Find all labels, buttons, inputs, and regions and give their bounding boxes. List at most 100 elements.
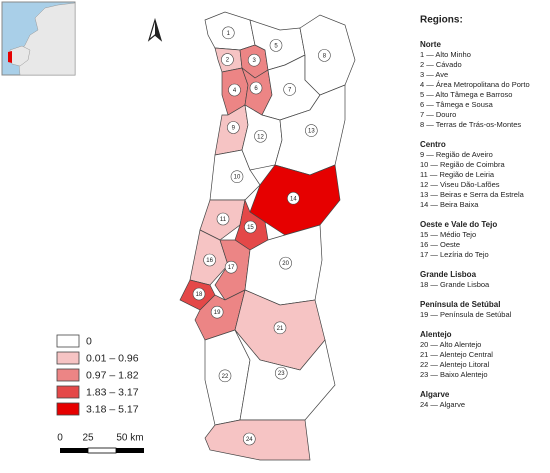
legend-label: 0 [86, 335, 92, 347]
region-item: 14 — Beira Baixa [420, 200, 479, 209]
region-item: 3 — Ave [420, 70, 448, 79]
region-item: 21 — Alentejo Central [420, 350, 493, 359]
region-marker [242, 432, 256, 446]
region-item: 16 — Oeste [420, 240, 460, 249]
region-item: 1 — Alto Minho [420, 50, 471, 59]
region-marker [227, 121, 240, 134]
region-item: 19 — Península de Setúbal [420, 310, 512, 319]
region-label: 20 [282, 261, 289, 267]
scale-label: 25 [82, 433, 94, 444]
region-marker [221, 53, 234, 66]
region-marker [274, 366, 288, 380]
region [204, 419, 311, 461]
legend-swatch [56, 334, 80, 348]
inset-iberia [9, 45, 31, 67]
region-item: 18 — Grande Lisboa [420, 280, 490, 289]
region-label: 4 [233, 88, 237, 94]
region-label: 2 [226, 58, 230, 64]
region-marker [228, 83, 241, 97]
region-item: 7 — Douro [420, 110, 456, 119]
legend-swatch [56, 385, 80, 399]
scale-label: 0 [57, 433, 63, 444]
region-item: 8 — Terras de Trás-os-Montes [420, 120, 521, 129]
region-marker [283, 83, 296, 96]
region-marker [216, 212, 230, 226]
group-title: Oeste e Vale do Tejo [420, 220, 497, 229]
inset-portugal [8, 51, 12, 63]
region-label: 14 [290, 196, 297, 202]
region-marker [254, 129, 267, 143]
scale-bar: 0 25 50 km [57, 433, 144, 454]
region-item: 15 — Médio Tejo [420, 230, 476, 239]
legend-label: 3.18 – 5.17 [86, 403, 139, 415]
region-item: 9 — Região de Aveiro [420, 150, 493, 159]
group-title: Península de Setúbal [420, 300, 500, 309]
group-title: Algarve [420, 390, 450, 399]
scale-segment [116, 448, 144, 453]
region-item: 10 — Região de Coimbra [420, 160, 505, 169]
region-marker [247, 53, 261, 67]
region-marker [318, 49, 331, 62]
region-item: 12 — Viseu Dão-Lafões [420, 180, 500, 189]
region-marker [221, 26, 235, 40]
inset-map [1, 1, 76, 76]
group-title: Grande Lisboa [420, 270, 477, 279]
region-label: 5 [274, 43, 278, 49]
region-item: 6 — Tâmega e Sousa [420, 100, 494, 109]
region-marker [192, 287, 206, 301]
region-item: 13 — Beiras e Serra da Estrela [420, 190, 525, 199]
region-item: 2 — Cávado [420, 60, 462, 69]
region-label: 13 [308, 129, 315, 135]
legend-swatch [56, 402, 80, 416]
scale-segment [87, 447, 117, 454]
region-marker [269, 39, 283, 52]
region-marker [218, 369, 232, 383]
group-title: Alentejo [420, 330, 452, 339]
region-marker [224, 260, 238, 274]
region-label: 17 [228, 265, 235, 271]
region-label: 8 [323, 53, 327, 59]
legend-label: 1.83 – 3.17 [86, 386, 139, 398]
legend-label: 0.97 – 1.82 [86, 369, 139, 381]
region-item: 11 — Região de Leiria [420, 170, 495, 179]
region-label: 9 [232, 126, 236, 132]
region-marker [244, 220, 257, 234]
region-label: 11 [220, 217, 227, 223]
region-marker [230, 170, 244, 183]
region-label: 6 [254, 86, 258, 92]
region-label: 21 [277, 326, 284, 332]
legend: 0 0.01 – 0.96 0.97 – 1.82 1.83 – 3.17 3.18 –… [56, 334, 139, 416]
region-label: 16 [206, 258, 213, 264]
region-item: 24 — Algarve [420, 400, 465, 409]
region-label: 22 [222, 374, 229, 380]
region-item: 17 — Lezíria do Tejo [420, 250, 489, 259]
region-label: 7 [288, 88, 292, 94]
group-title: Norte [420, 40, 441, 49]
north-arrow [147, 17, 163, 42]
region-label: 15 [247, 225, 254, 231]
region-label: 18 [196, 292, 203, 298]
region-marker [273, 321, 287, 335]
group-title: Centro [420, 140, 446, 149]
region-label: 12 [257, 134, 264, 140]
region-label: 19 [214, 310, 221, 316]
region-marker [210, 305, 224, 319]
region-label: 10 [234, 175, 241, 181]
region-marker [203, 253, 216, 267]
region-label: 1 [227, 31, 231, 37]
legend-swatch [56, 368, 80, 382]
region-item: 23 — Baixo Alentejo [420, 370, 488, 379]
north-arrow-half [155, 20, 161, 40]
legend-label: 0.01 – 0.96 [86, 352, 139, 364]
region-label: 23 [278, 371, 285, 377]
scale-label: 50 km [116, 433, 143, 444]
region-marker [287, 191, 300, 205]
regions-title: Regions: [420, 15, 463, 26]
region-item: 22 — Alentejo Litoral [420, 360, 490, 369]
region-marker [279, 256, 292, 270]
region-item: 20 — Alto Alentejo [420, 340, 481, 349]
region-item: 5 — Alto Tâmega e Barroso [420, 90, 512, 99]
